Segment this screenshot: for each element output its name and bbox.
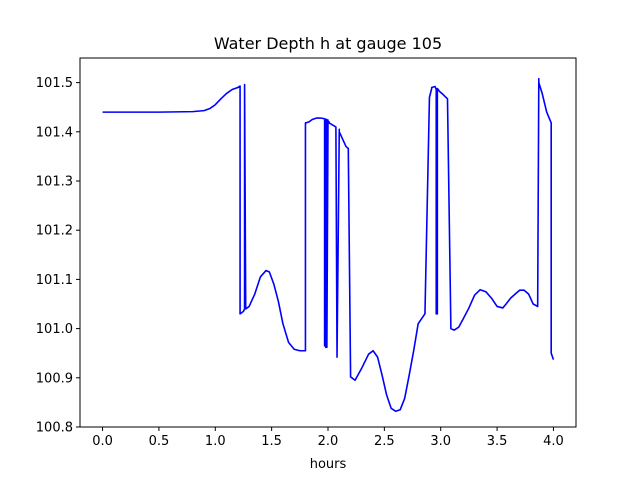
y-axis: 100.8 100.9 101.0 101.1 101.2 101.3 101.4 101.5 <box>36 76 80 436</box>
x-tick-label: 2.0 <box>318 434 339 449</box>
y-tick-label: 101.2 <box>36 224 73 239</box>
x-tick-label: 4.0 <box>543 434 564 449</box>
y-tick-label: 101.3 <box>36 175 73 190</box>
x-tick-label: 0.0 <box>92 434 113 449</box>
series-layer <box>102 77 555 413</box>
y-tick-label: 100.9 <box>36 371 73 386</box>
y-tick-label: 101.1 <box>36 273 73 288</box>
y-tick-label: 100.8 <box>36 421 73 436</box>
x-axis: 0.0 0.5 1.0 1.5 2.0 2.5 3.0 3.5 4.0 <box>92 427 564 449</box>
y-tick-label: 101.5 <box>36 76 73 91</box>
series-line <box>102 77 555 413</box>
x-tick-label: 3.0 <box>430 434 451 449</box>
x-tick-label: 2.5 <box>374 434 395 449</box>
x-tick-label: 1.0 <box>205 434 226 449</box>
x-tick-label: 1.5 <box>261 434 282 449</box>
y-tick-label: 101.0 <box>36 322 73 337</box>
chart-title: Water Depth h at gauge 105 <box>214 34 442 53</box>
y-tick-label: 101.4 <box>36 125 73 140</box>
plot-area <box>79 57 577 428</box>
x-tick-label: 0.5 <box>149 434 170 449</box>
x-axis-label: hours <box>310 457 347 472</box>
x-tick-label: 3.5 <box>487 434 508 449</box>
